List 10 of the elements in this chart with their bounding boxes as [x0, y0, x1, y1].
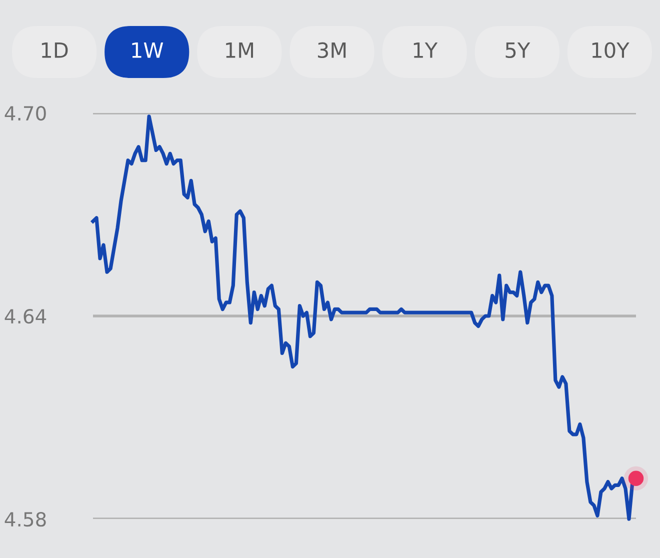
y-tick-label: 4.64 [4, 308, 46, 324]
category-label: 1Y [414, 42, 438, 58]
category-label: 3M [318, 42, 346, 58]
category-label: 5Y [506, 42, 530, 58]
y-tick-label: 4.70 [4, 106, 46, 121]
category-label: 10Y [592, 42, 630, 58]
category-label: 1D [42, 42, 68, 58]
category-label: 1M [226, 42, 254, 58]
category-label: 1W [132, 42, 164, 58]
y-tick-label: 4.58 [4, 512, 46, 527]
